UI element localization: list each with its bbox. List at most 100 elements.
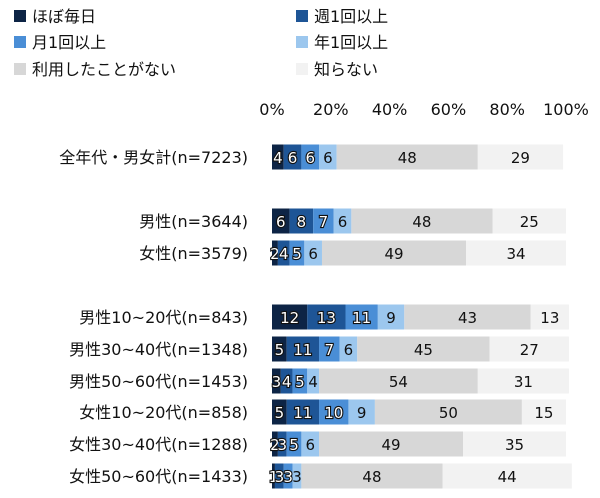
data-label: 7 [325,341,335,359]
bar-row: 23 5 6 49 35 [269,431,566,457]
bar-segment [489,336,569,362]
tick-label: 80% [489,100,525,119]
bar-segment [313,208,334,234]
bar-row: 13 3 3 48 44 [268,463,572,489]
category-labels: 全年代・男女計(n=7223) 男性(n=3644) 女性(n=3579) 男性10~… [59,148,248,486]
data-label: 5 [292,245,302,263]
bar-segment [272,208,290,234]
data-label: 4 [282,373,292,391]
data-label: 35 [505,436,524,454]
data-label: 6 [338,213,348,231]
data-label: 3 [283,468,293,486]
tick-label: 40% [372,100,408,119]
data-label: 45 [414,341,433,359]
bar-segment [272,368,281,394]
bar-segment [333,208,352,234]
data-label: 49 [382,436,401,454]
bar-segment [348,399,375,425]
category-label: 女性30~40代(n=1288) [69,435,248,454]
legend-swatch [296,10,308,22]
bar-row: 6 8 7 6 48 25 [272,208,566,234]
bar-row: 4 6 6 6 48 29 [272,144,564,170]
category-label: 男性30~40代(n=1348) [69,340,248,359]
data-label: 6 [305,436,315,454]
bar-segment [272,431,278,457]
bar-segment [319,144,337,170]
bar-segment [377,304,405,330]
data-label: 7 [319,213,329,231]
bar-segment [442,463,572,489]
data-label: 44 [498,468,517,486]
data-label: 1 [269,468,279,486]
data-label: 2 [270,245,280,263]
tick-label: 20% [313,100,349,119]
bar-segment [351,208,493,234]
data-label: 49 [384,245,403,263]
bar-row: 12 13 11 9 43 13 [272,304,569,330]
bar-segment [374,399,522,425]
bar-segment [272,144,284,170]
data-label: 15 [534,404,553,422]
bar-segment [286,431,302,457]
bar-segment [272,336,287,362]
bar-segment [477,368,569,394]
tick-label: 0% [259,100,284,119]
bar-segment [307,368,320,394]
data-label: 5 [275,404,285,422]
legend-item: 年1回以上 [296,33,388,52]
bar-segment [301,431,320,457]
x-axis-ticks: 0% 20% 40% 60% 80% 100% [259,100,589,119]
data-label: 25 [520,213,539,231]
bar-segment [292,463,302,489]
data-label: 29 [511,149,530,167]
bar-segment [286,399,320,425]
bar-segment [301,463,443,489]
bar-segment [280,368,293,394]
data-label: 50 [439,404,458,422]
data-label: 9 [386,309,396,327]
bar-segment [319,431,464,457]
bar-row: 2 4 5 6 49 34 [269,240,566,266]
bar-segment [477,144,564,170]
category-label: 女性10~20代(n=858) [79,403,248,422]
data-label: 27 [520,341,539,359]
data-label: 6 [344,341,354,359]
legend-swatch [296,63,308,75]
category-label: 全年代・男女計(n=7223) [59,148,248,167]
bar-segment [404,304,531,330]
data-label: 3 [275,468,285,486]
bar-segment [272,240,278,266]
data-label: 6 [323,149,333,167]
tick-label: 100% [543,100,589,119]
category-label: 女性50~60代(n=1433) [69,467,248,486]
bar-segment [319,399,349,425]
data-label: 48 [362,468,381,486]
data-label: 4 [279,245,289,263]
data-label: 3 [272,373,282,391]
bar-segment [345,304,378,330]
bar-segment [272,463,275,489]
data-label: 31 [514,373,533,391]
data-label: 48 [398,149,417,167]
legend-label: 月1回以上 [32,33,106,52]
data-label: 48 [412,213,431,231]
bar-segment [286,336,320,362]
legend-label: ほぼ毎日 [32,7,96,26]
legend-label: 利用したことがない [32,60,176,79]
bar-row: 5 11 10 9 50 15 [272,399,566,425]
data-label: 54 [389,373,408,391]
bar-row: 5 11 7 6 45 27 [272,336,569,362]
legend-swatch [14,63,26,75]
data-label: 13 [317,309,336,327]
legend-item: 知らない [296,60,378,79]
category-label: 男性10~20代(n=843) [79,308,248,327]
bar-segment [336,144,478,170]
data-label: 34 [506,245,525,263]
data-label: 6 [308,245,318,263]
bar-segment [307,304,346,330]
legend-item: 月1回以上 [14,33,106,52]
data-label: 6 [276,213,286,231]
bar-segment [289,240,305,266]
data-label: 4 [273,149,283,167]
